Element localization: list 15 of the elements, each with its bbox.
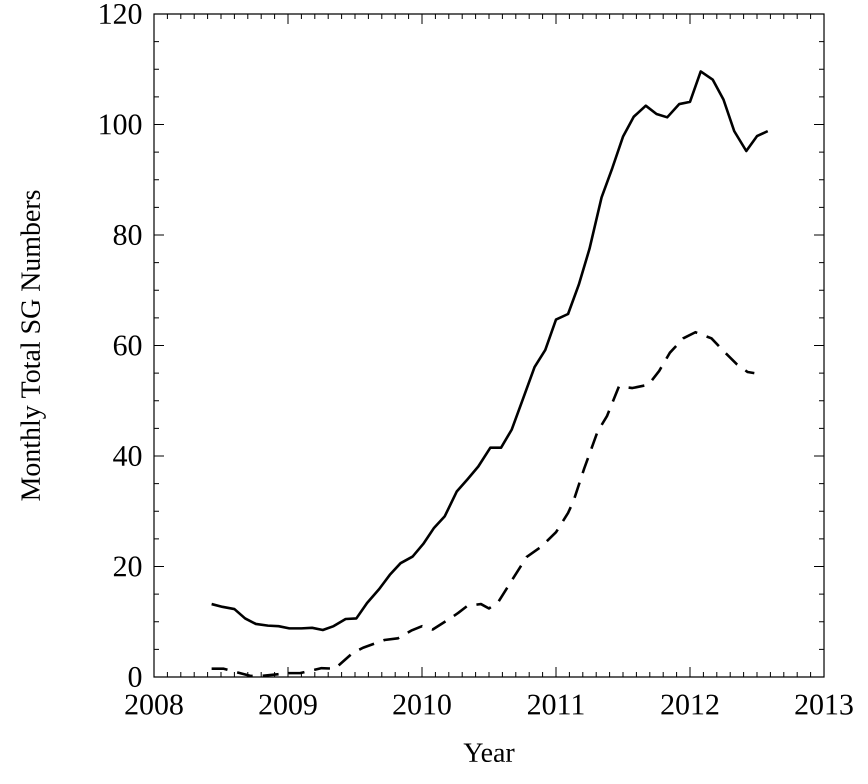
x-axis-title: Year (464, 744, 514, 762)
y-tick-label: 0 (128, 666, 142, 688)
y-tick-label: 40 (113, 446, 142, 466)
x-tick-label: 2010 (393, 694, 451, 715)
y-tick-label: 60 (114, 335, 142, 356)
y-tick-label: 20 (114, 556, 142, 577)
x-tick-label: 2012 (661, 694, 718, 715)
x-tick-label: 2011 (528, 694, 584, 715)
x-tick-label: 2013 (795, 694, 853, 715)
y-tick-label: 120 (100, 4, 142, 24)
x-tick-label: 2009 (259, 694, 317, 715)
x-tick-label: 2008 (125, 694, 183, 715)
y-tick-label: 100 (100, 114, 142, 135)
y-axis-title: Monthly Total SG Numbers (20, 190, 46, 501)
y-tick-label: 80 (114, 224, 142, 246)
